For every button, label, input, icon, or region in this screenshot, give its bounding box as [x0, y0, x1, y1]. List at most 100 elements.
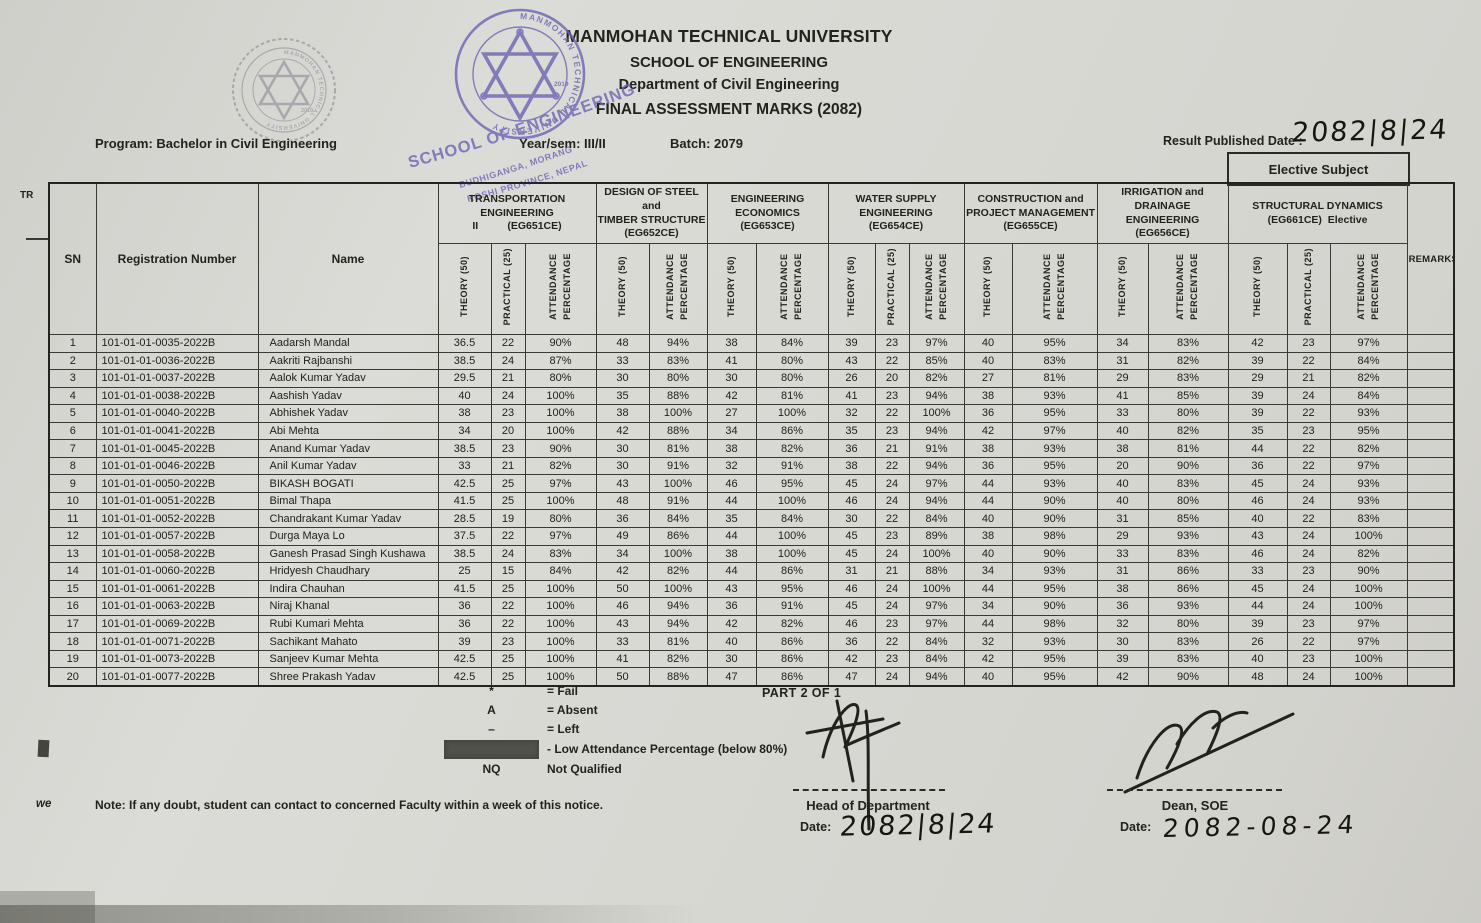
mark-cell: 44 — [706, 491, 757, 511]
document-header: MANMOHAN TECHNICAL UNIVERSITY SCHOOL OF … — [529, 26, 929, 119]
mark-cell: 23 — [1286, 649, 1331, 669]
mark-cell: 35 — [706, 509, 757, 529]
mark-cell: 31 — [1096, 509, 1149, 529]
mark-cell: 19 — [490, 509, 526, 529]
mark-cell: 34 — [595, 544, 650, 564]
legend-text: = Absent — [547, 703, 598, 717]
mark-cell: 94% — [648, 597, 708, 616]
mark-cell: 40 — [963, 334, 1013, 353]
mark-cell: 32 — [706, 456, 757, 476]
mark-cell: 42 — [963, 421, 1013, 441]
mark-cell: 100% — [1329, 579, 1408, 599]
mark-cell: 35 — [1227, 421, 1288, 441]
mark-cell: 40 — [706, 632, 757, 651]
subject-group-header: TRANSPORTATION ENGINEERING II (EG651CE) — [437, 182, 597, 244]
sub-col-header: THEORY (50) — [706, 243, 757, 335]
mark-cell: 30 — [595, 369, 650, 388]
mark-cell: 38 — [1096, 439, 1149, 458]
university-logo: MANMOHAN TECHNICAL UNIVERSITY 2019 — [232, 38, 336, 142]
mark-cell: 42 — [706, 614, 757, 634]
mark-cell: 86% — [1147, 579, 1229, 599]
sub-col-header: ATTENDANCE PERCENTAGE — [648, 243, 708, 335]
legend-row: NQ Not Qualified — [0, 762, 1481, 781]
mark-cell: 31 — [1096, 562, 1149, 581]
mark-cell: 44 — [1227, 439, 1288, 458]
mark-cell: 45 — [827, 544, 876, 564]
mark-cell: 28.5 — [437, 509, 492, 529]
subject-group-header: STRUCTURAL DYNAMICS (EG661CE) Elective — [1227, 182, 1408, 244]
mark-cell: 87% — [524, 351, 597, 371]
mark-cell: 98% — [1011, 527, 1098, 546]
name-cell: Rubi Kumari Mehta — [257, 614, 439, 634]
mark-cell: 23 — [874, 334, 910, 353]
mark-cell: 90% — [1011, 491, 1098, 511]
mark-cell: 31 — [1096, 351, 1149, 371]
remarks-cell — [1406, 667, 1455, 687]
mark-cell: 100% — [908, 544, 965, 564]
name-cell: Niraj Khanal — [257, 597, 439, 616]
sn-cell: 13 — [48, 544, 97, 564]
mark-cell: 23 — [874, 614, 910, 634]
registration-cell: 101-01-01-0061-2022B — [95, 579, 259, 599]
mark-cell: 38 — [827, 456, 876, 476]
mark-cell: 91% — [908, 439, 965, 458]
sn-cell: 19 — [48, 649, 97, 669]
legend-text: = Fail — [547, 684, 579, 698]
mark-cell: 84% — [908, 509, 965, 529]
mark-cell: 23 — [1286, 614, 1331, 634]
registration-cell: 101-01-01-0037-2022B — [95, 369, 259, 388]
table-row: 20 101-01-01-0077-2022B Shree Prakash Yada… — [48, 667, 1455, 687]
part-label: PART 2 OF 1 — [762, 686, 842, 700]
mark-cell: 47 — [706, 667, 757, 687]
registration-cell: 101-01-01-0040-2022B — [95, 404, 259, 423]
sub-col-header: THEORY (50) — [963, 243, 1013, 335]
mark-cell: 22 — [490, 614, 526, 634]
mark-cell: 21 — [874, 439, 910, 458]
mark-cell: 22 — [874, 632, 910, 651]
mark-cell: 100% — [755, 544, 829, 564]
school-name: SCHOOL OF ENGINEERING — [629, 54, 829, 72]
mark-cell: 42 — [963, 649, 1013, 669]
mark-cell: 82% — [1329, 544, 1408, 564]
mark-cell: 95% — [1329, 421, 1408, 441]
mark-cell: 36 — [706, 597, 757, 616]
mark-cell: 95% — [1011, 404, 1098, 423]
mark-cell: 84% — [524, 562, 597, 581]
mark-cell: 24 — [1286, 491, 1331, 511]
mark-cell: 97% — [1329, 456, 1408, 476]
mark-cell: 44 — [706, 527, 757, 546]
mark-cell: 84% — [1329, 386, 1408, 406]
mark-cell: 100% — [524, 614, 597, 634]
mark-cell: 23 — [490, 632, 526, 651]
mark-cell: 100% — [524, 404, 597, 423]
mark-cell: 43 — [706, 579, 757, 599]
name-cell: Anand Kumar Yadav — [257, 439, 439, 458]
sub-col-header: ATTENDANCE PERCENTAGE — [1329, 243, 1408, 335]
mark-cell: 42.5 — [437, 649, 492, 669]
mark-cell: 36 — [595, 509, 650, 529]
mark-cell: 39 — [1096, 649, 1149, 669]
mark-cell: 93% — [1011, 474, 1098, 493]
mark-cell: 93% — [1329, 491, 1408, 511]
mark-cell: 80% — [648, 369, 708, 388]
name-cell: Anil Kumar Yadav — [257, 456, 439, 476]
mark-cell: 33 — [1096, 544, 1149, 564]
mark-cell: 100% — [755, 527, 829, 546]
mark-cell: 38 — [595, 404, 650, 423]
dean-signature-line — [1107, 789, 1282, 791]
marks-table: SN Registration Number Name TRANSPORTATION … — [48, 182, 1456, 687]
mark-cell: 23 — [1286, 421, 1331, 441]
sn-cell: 12 — [48, 527, 97, 546]
mark-cell: 27 — [963, 369, 1013, 388]
mark-cell: 83% — [1147, 632, 1229, 651]
mark-cell: 80% — [1147, 404, 1229, 423]
mark-cell: 22 — [1286, 632, 1331, 651]
mark-cell: 100% — [1329, 649, 1408, 669]
sn-cell: 11 — [48, 509, 97, 529]
redacted-swatch — [444, 740, 539, 759]
mark-cell: 15 — [490, 562, 526, 581]
mark-cell: 42 — [706, 386, 757, 406]
mark-cell: 84% — [908, 632, 965, 651]
name-cell: Durga Maya Lo — [257, 527, 439, 546]
mark-cell: 48 — [1227, 667, 1288, 687]
